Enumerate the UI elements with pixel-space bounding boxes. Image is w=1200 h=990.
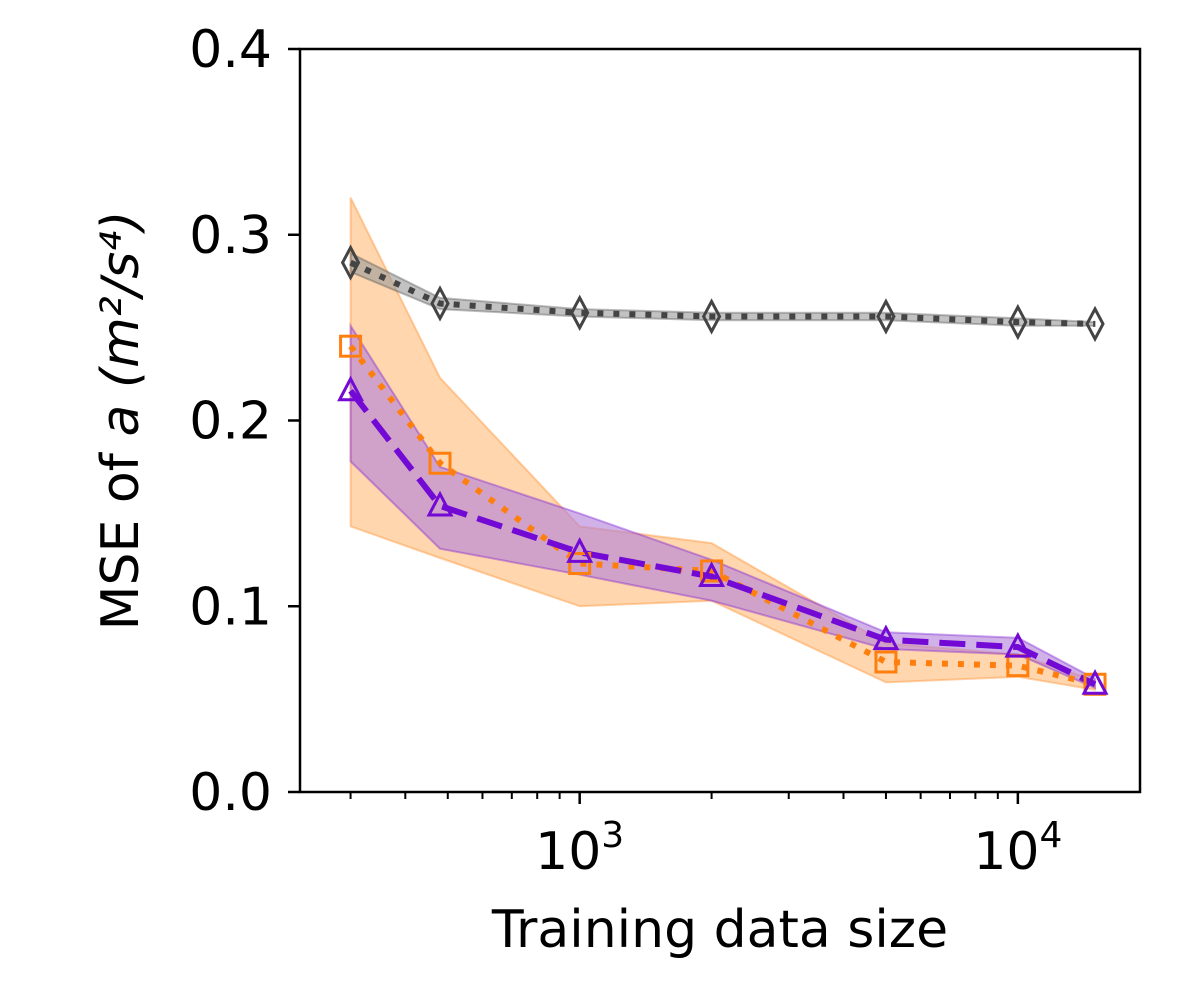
triangle-marker bbox=[1081, 669, 1109, 695]
y-axis-ticks: 0.0 0.1 0.2 0.3 0.4 bbox=[189, 20, 300, 823]
diamond-marker bbox=[569, 294, 590, 331]
diamond-marker bbox=[340, 244, 361, 281]
series-line bbox=[348, 388, 1097, 688]
y-tick-label: 0.1 bbox=[189, 577, 272, 637]
diamond-marker bbox=[1085, 305, 1105, 343]
triangle-marker bbox=[337, 375, 365, 402]
x-tick-label: 104 bbox=[973, 815, 1062, 882]
series-line bbox=[349, 259, 1096, 327]
square-marker bbox=[339, 334, 363, 358]
triangle-marker bbox=[566, 537, 594, 563]
x-axis-ticks: 103 104 bbox=[349, 792, 1062, 882]
confidence-bands bbox=[349, 197, 1096, 691]
series-markers bbox=[337, 244, 1109, 696]
triangle-marker bbox=[872, 624, 900, 651]
series-line bbox=[348, 344, 1096, 688]
square-marker bbox=[700, 559, 724, 583]
series-lines bbox=[348, 259, 1097, 688]
y-tick-label: 0.0 bbox=[189, 763, 272, 823]
y-tick-label: 0.4 bbox=[189, 20, 272, 80]
y-tick-label: 0.2 bbox=[189, 392, 272, 452]
square-marker bbox=[874, 650, 898, 674]
y-axis-label: MSE of a (m²/s⁴) bbox=[91, 211, 151, 631]
diamond-marker bbox=[876, 298, 896, 335]
triangle-marker bbox=[1004, 631, 1032, 658]
y-tick-label: 0.3 bbox=[189, 206, 272, 266]
square-marker bbox=[428, 451, 452, 475]
diamond-marker bbox=[430, 285, 450, 322]
diamond-marker bbox=[701, 298, 722, 335]
diamond-marker bbox=[1008, 303, 1028, 341]
confidence-band bbox=[349, 322, 1096, 690]
x-axis-label: Training data size bbox=[491, 900, 948, 960]
confidence-band bbox=[349, 251, 1096, 327]
triangle-marker bbox=[698, 561, 726, 588]
confidence-band bbox=[349, 197, 1096, 691]
triangle-marker bbox=[426, 490, 454, 517]
x-tick-label: 103 bbox=[535, 815, 624, 882]
square-marker bbox=[568, 552, 592, 576]
